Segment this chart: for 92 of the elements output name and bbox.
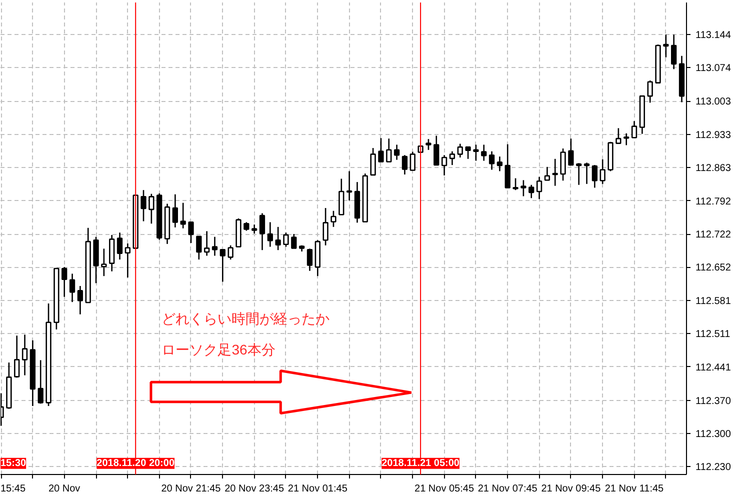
x-tick-label: 20 Nov 23:45 [224, 484, 284, 494]
candlestick [520, 180, 526, 197]
y-tick-label: 113.074 [696, 63, 732, 74]
candlestick [568, 138, 574, 166]
candlestick [504, 144, 510, 188]
y-tick-label: 112.511 [696, 329, 731, 340]
y-tick-label: 112.441 [696, 362, 732, 374]
y-tick-label: 112.863 [696, 162, 732, 174]
candlestick [14, 334, 20, 378]
candlestick [228, 244, 234, 260]
candlestick [204, 230, 210, 256]
candlestick [488, 150, 495, 170]
candlestick [172, 194, 178, 228]
candlestick [584, 162, 590, 185]
candlestick [496, 156, 503, 172]
candlestick [536, 176, 542, 200]
annotation: 15:30 [0, 458, 27, 469]
candlestick [552, 158, 558, 186]
y-tick-label: 112.581 [696, 296, 732, 308]
x-tick-label: 21 Nov 07:45 [478, 484, 538, 494]
candlestick [69, 273, 76, 303]
x-tick-label: 21 Nov 01:45 [288, 484, 348, 494]
candlestick [512, 178, 518, 191]
candlestick [180, 202, 186, 229]
candlestick [434, 135, 440, 166]
candlestick [410, 151, 416, 171]
candlestick [402, 154, 408, 176]
x-tick-label: 21 Nov 05:45 [414, 484, 474, 494]
candlestick [283, 232, 289, 248]
candlestick [647, 80, 653, 104]
y-tick-label: 112.652 [696, 262, 732, 274]
candlestick [600, 158, 606, 185]
candlestick [291, 233, 297, 249]
y-tick-label: 112.933 [696, 130, 732, 141]
candlestick [259, 212, 266, 251]
ref-line-label: 2018.11.21 05:00 [382, 458, 460, 469]
x-tick-label: 20 Nov 21:45 [161, 484, 222, 494]
candlestick [441, 154, 448, 176]
candlestick [338, 178, 344, 216]
candlestick [101, 248, 107, 277]
candlestick [631, 120, 638, 138]
candlestick [330, 210, 336, 228]
candlestick [544, 166, 550, 181]
candlestick [370, 147, 376, 176]
candlestick [38, 360, 44, 404]
candlestick [560, 148, 566, 182]
candlestick [394, 144, 400, 160]
candlestick [426, 138, 432, 151]
candlestick [322, 207, 328, 246]
candlestick [116, 232, 123, 260]
y-tick-label: 112.300 [696, 428, 732, 440]
y-tick-label: 112.722 [696, 230, 732, 241]
candlestick [386, 138, 392, 162]
annotation: どれくらい時間が経ったか [162, 310, 330, 327]
x-tick-label: 15:45 [0, 484, 26, 494]
candlestick [457, 143, 463, 158]
candlestick [663, 34, 669, 58]
x-tick-label: 21 Nov 09:45 [541, 484, 602, 494]
candlestick [267, 222, 273, 248]
candlestick [378, 137, 384, 162]
x-tick-label: 20 Nov [48, 484, 80, 494]
candlestick [481, 144, 487, 162]
candlestick [576, 162, 582, 186]
candlestick [616, 128, 622, 144]
y-tick-label: 113.003 [696, 96, 732, 108]
candlestick [220, 248, 226, 282]
candlestick [188, 222, 194, 244]
y-tick-label: 112.230 [696, 462, 732, 473]
candlestick [22, 334, 28, 376]
y-tick-label: 113.144 [696, 30, 732, 42]
candlestick [671, 34, 677, 70]
candlestick [148, 193, 154, 224]
annotation: ローソク足36本分 [162, 341, 276, 358]
candlestick [140, 189, 146, 222]
candlestick [624, 132, 630, 146]
candlestick [592, 164, 598, 188]
candlestick [275, 226, 281, 251]
y-tick-label: 112.370 [696, 396, 732, 407]
ref-line-label: 2018.11.20 20:00 [96, 458, 175, 469]
candlestick [77, 285, 84, 315]
candlestick [124, 242, 130, 278]
candlestick [346, 170, 352, 202]
candlestick [196, 236, 202, 260]
candlestick [306, 248, 313, 272]
candlestick [465, 146, 471, 160]
candlestick [473, 144, 479, 162]
candlestick [449, 150, 456, 166]
candlestick [528, 184, 534, 199]
candlestick [62, 266, 68, 298]
candlestick [212, 236, 218, 256]
y-tick-label: 112.792 [696, 196, 732, 208]
x-tick-label: 21 Nov 11:45 [604, 484, 664, 494]
